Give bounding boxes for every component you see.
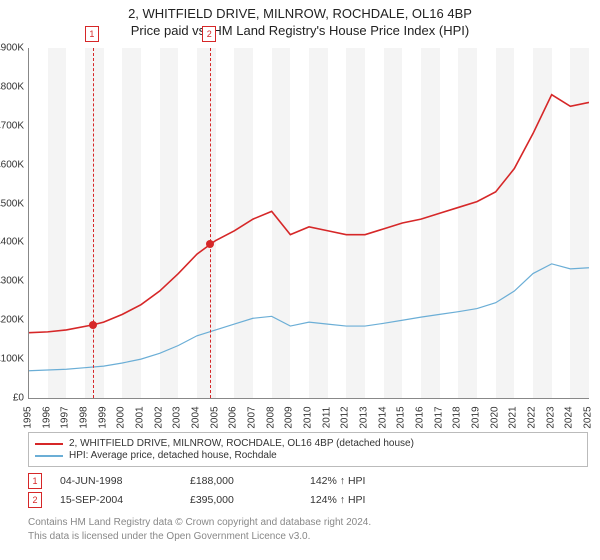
- txn-marker-box: 1: [28, 473, 42, 489]
- x-axis-label: 2007: [247, 406, 258, 428]
- txn-pct: 142% ↑ HPI: [310, 475, 430, 487]
- txn-date: 04-JUN-1998: [60, 475, 190, 487]
- x-axis-label: 2023: [545, 406, 556, 428]
- txn-datapoint: [206, 240, 214, 248]
- transaction-table: 1 04-JUN-1998 £188,000 142% ↑ HPI 2 15-S…: [28, 473, 588, 508]
- y-axis-label: £700K: [0, 120, 24, 131]
- y-axis-label: £500K: [0, 198, 24, 209]
- txn-marker-box: 2: [28, 492, 42, 508]
- x-axis-label: 2024: [564, 406, 575, 428]
- y-axis-label: £300K: [0, 276, 24, 287]
- footnote: Contains HM Land Registry data © Crown c…: [28, 516, 588, 543]
- x-axis-label: 2005: [209, 406, 220, 428]
- y-axis-label: £900K: [0, 43, 24, 54]
- chart-area: £0£100K£200K£300K£400K£500K£600K£700K£80…: [28, 48, 588, 398]
- footnote-line: This data is licensed under the Open Gov…: [28, 530, 588, 544]
- x-axis-label: 1996: [41, 406, 52, 428]
- legend-swatch: [35, 443, 63, 445]
- txn-datapoint: [89, 321, 97, 329]
- x-axis-label: 2020: [489, 406, 500, 428]
- x-axis-label: 1999: [97, 406, 108, 428]
- line-layer: [29, 48, 589, 398]
- x-axis-label: 2004: [191, 406, 202, 428]
- x-axis-label: 2008: [265, 406, 276, 428]
- y-axis-label: £400K: [0, 237, 24, 248]
- x-axis-label: 2016: [415, 406, 426, 428]
- x-axis-label: 2010: [303, 406, 314, 428]
- x-axis-label: 2014: [377, 406, 388, 428]
- x-axis-label: 2001: [135, 406, 146, 428]
- x-axis-label: 2011: [321, 407, 332, 429]
- y-axis-label: £200K: [0, 315, 24, 326]
- legend-label: 2, WHITFIELD DRIVE, MILNROW, ROCHDALE, O…: [69, 438, 414, 449]
- x-axis-label: 2018: [452, 406, 463, 428]
- plot-region: [28, 48, 589, 399]
- y-axis-label: £800K: [0, 81, 24, 92]
- txn-price: £395,000: [190, 494, 310, 506]
- x-axis-label: 2025: [583, 406, 594, 428]
- txn-price: £188,000: [190, 475, 310, 487]
- x-axis-label: 2019: [471, 406, 482, 428]
- txn-pct: 124% ↑ HPI: [310, 494, 430, 506]
- x-axis-label: 2013: [359, 406, 370, 428]
- footnote-line: Contains HM Land Registry data © Crown c…: [28, 516, 588, 530]
- x-axis-label: 2006: [228, 406, 239, 428]
- x-axis-label: 2015: [396, 406, 407, 428]
- series-line: [29, 264, 589, 371]
- txn-date: 15-SEP-2004: [60, 494, 190, 506]
- y-axis-label: £600K: [0, 159, 24, 170]
- legend-item: HPI: Average price, detached house, Roch…: [35, 450, 581, 461]
- legend: 2, WHITFIELD DRIVE, MILNROW, ROCHDALE, O…: [28, 432, 588, 467]
- txn-marker-line: [93, 48, 94, 398]
- y-axis-label: £0: [13, 393, 24, 404]
- y-axis-label: £100K: [0, 354, 24, 365]
- table-row: 2 15-SEP-2004 £395,000 124% ↑ HPI: [28, 492, 588, 508]
- x-axis-label: 2003: [172, 406, 183, 428]
- legend-item: 2, WHITFIELD DRIVE, MILNROW, ROCHDALE, O…: [35, 438, 581, 449]
- x-axis-label: 2002: [153, 406, 164, 428]
- chart-container: 2, WHITFIELD DRIVE, MILNROW, ROCHDALE, O…: [0, 0, 600, 543]
- x-axis-label: 1998: [79, 406, 90, 428]
- x-axis-label: 2000: [116, 406, 127, 428]
- x-axis-label: 2021: [508, 406, 519, 428]
- table-row: 1 04-JUN-1998 £188,000 142% ↑ HPI: [28, 473, 588, 489]
- x-axis-label: 1995: [23, 406, 34, 428]
- x-axis-label: 2012: [340, 406, 351, 428]
- legend-swatch: [35, 455, 63, 457]
- txn-marker-box: 2: [202, 26, 216, 42]
- legend-label: HPI: Average price, detached house, Roch…: [69, 450, 277, 461]
- txn-marker-box: 1: [85, 26, 99, 42]
- title-address: 2, WHITFIELD DRIVE, MILNROW, ROCHDALE, O…: [0, 6, 600, 21]
- x-axis-label: 2009: [284, 406, 295, 428]
- x-axis-label: 1997: [60, 406, 71, 428]
- x-axis-label: 2017: [433, 406, 444, 428]
- x-axis-label: 2022: [527, 406, 538, 428]
- txn-marker-line: [210, 48, 211, 398]
